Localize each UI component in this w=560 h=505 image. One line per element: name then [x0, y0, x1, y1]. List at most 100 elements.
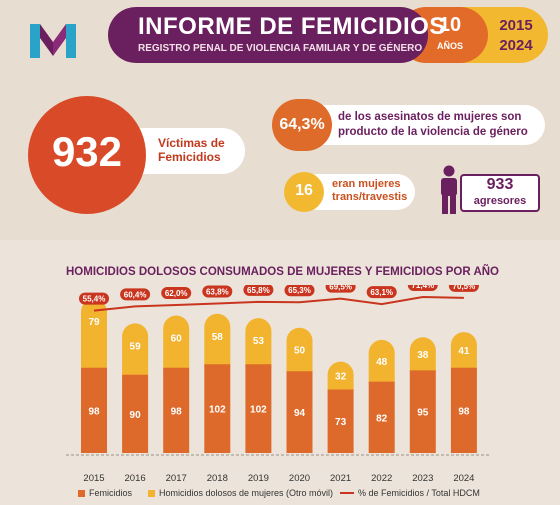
pct-label-2018: 63,8%	[206, 288, 229, 297]
value-label-homicidios-2019: 53	[253, 336, 265, 347]
bar-femicidios-2023	[409, 370, 436, 453]
pct-value: 64,3%	[279, 116, 325, 133]
value-label-homicidios-2022: 48	[376, 357, 388, 368]
pct-pill-2022	[366, 286, 397, 299]
pct-pill-2017	[161, 287, 192, 300]
victims-label: Víctimas de Femicidios	[158, 136, 225, 164]
pct-label-pill	[300, 105, 545, 145]
bar-femicidios-2022	[368, 381, 395, 453]
bar-homicidios-2018	[204, 313, 231, 379]
value-label-femicidios-2016: 90	[130, 410, 142, 421]
bar-homicidios-2016	[122, 323, 149, 389]
bar-femicidios-2017	[163, 367, 190, 453]
aggressors-number: 933	[486, 176, 514, 193]
x-tick-label-2019: 2019	[248, 473, 269, 484]
value-label-homicidios-2017: 60	[171, 334, 183, 345]
pct-label-2022: 63,1%	[370, 288, 393, 297]
victims-number: 932	[51, 128, 123, 175]
legend-item-femicidios: Femicidios	[78, 488, 132, 498]
bar-homicidios-2017	[163, 315, 190, 382]
trans-number: 16	[295, 182, 313, 199]
x-tick-label-2020: 2020	[289, 473, 310, 484]
x-tick-label-2017: 2017	[166, 473, 187, 484]
pct-label-2021: 69,5%	[329, 285, 352, 292]
value-label-homicidios-2016: 59	[130, 341, 142, 352]
page-subtitle: REGISTRO PENAL DE VIOLENCIA FAMILIAR Y D…	[138, 43, 423, 54]
value-label-femicidios-2021: 73	[335, 417, 347, 428]
bar-homicidios-2019	[245, 318, 272, 379]
bar-femicidios-2024	[450, 367, 477, 453]
value-label-femicidios-2018: 102	[209, 405, 226, 416]
pct-pill-2015	[79, 292, 109, 305]
x-tick-label-2023: 2023	[412, 473, 433, 484]
pct-label-2017: 62,0%	[165, 289, 188, 298]
series-line-percentage	[93, 296, 464, 312]
pct-label-2020: 65,3%	[288, 286, 311, 295]
value-label-femicidios-2015: 98	[88, 406, 100, 417]
x-tick-label-2016: 2016	[125, 473, 146, 484]
femicide-chart: 98 79 2015 90 59 2016 98 60 2017 102 58 2018 102 53 20…	[66, 285, 490, 484]
legend-item-percentage: % de Femicidios / Total HDCM	[340, 488, 480, 498]
year-end: 2024	[499, 37, 533, 54]
bar-femicidios-2019	[245, 364, 272, 453]
pct-pill-2019	[243, 285, 274, 296]
legend-swatch-percentage	[340, 492, 354, 494]
pct-pill-2016	[120, 288, 151, 301]
pct-label-2015: 55,4%	[83, 295, 106, 304]
legend-label-femicidios: Femicidios	[89, 488, 133, 498]
x-tick-label-2022: 2022	[371, 473, 392, 484]
pct-pill-2021	[325, 285, 356, 293]
legend-swatch-homicidios	[148, 490, 155, 497]
institution-logo-icon	[30, 24, 76, 58]
bar-homicidios-2015	[81, 299, 107, 382]
pct-label-2016: 60,4%	[124, 290, 147, 299]
bar-femicidios-2016	[122, 374, 149, 453]
trans-label: eran mujeres trans/travestis	[332, 178, 408, 203]
victims-circle	[28, 96, 146, 214]
value-label-homicidios-2021: 32	[335, 372, 347, 383]
x-tick-label-2021: 2021	[330, 473, 351, 484]
bar-femicidios-2020	[286, 371, 313, 453]
years-count: 10	[438, 14, 462, 36]
pct-pill-2024	[448, 285, 479, 292]
years-label: AÑOS	[436, 41, 463, 51]
value-label-homicidios-2023: 38	[417, 350, 429, 361]
pct-label-2024: 70,5%	[453, 285, 476, 291]
page-title: INFORME DE FEMICIDIOS	[138, 13, 446, 40]
value-label-homicidios-2020: 50	[294, 345, 306, 356]
bar-femicidios-2015	[81, 367, 107, 453]
pct-label-2023: 71,4%	[411, 285, 434, 290]
value-label-homicidios-2018: 58	[212, 332, 224, 343]
person-icon	[441, 165, 457, 214]
header-banner: INFORME DE FEMICIDIOS REGISTRO PENAL DE …	[108, 7, 548, 63]
bar-femicidios-2021	[327, 389, 354, 453]
value-label-femicidios-2017: 98	[171, 406, 183, 417]
aggressors-box	[460, 174, 540, 212]
bar-femicidios-2018	[204, 364, 231, 453]
x-tick-label-2015: 2015	[83, 473, 104, 484]
aggressors-label: agresores	[473, 195, 527, 207]
trans-circle	[284, 172, 324, 212]
chart-title: HOMICIDIOS DOLOSOS CONSUMADOS DE MUJERES…	[66, 266, 500, 278]
bar-homicidios-2020	[286, 327, 313, 386]
pct-pill-2018	[202, 285, 233, 298]
legend-label-percentage: % de Femicidios / Total HDCM	[358, 488, 480, 498]
x-tick-label-2018: 2018	[207, 473, 228, 484]
value-label-homicidios-2024: 41	[458, 346, 470, 357]
pct-label: de los asesinatos de mujeres son product…	[338, 111, 528, 138]
pct-pill-2023	[407, 285, 438, 292]
value-label-femicidios-2019: 102	[250, 405, 267, 416]
legend-label-homicidios: Homicidios dolosos de mujeres (Otro móvi…	[159, 488, 334, 498]
legend-swatch-femicidios	[78, 490, 85, 497]
pct-label-2019: 65,8%	[247, 286, 270, 295]
value-label-femicidios-2023: 95	[417, 408, 429, 419]
year-start: 2015	[499, 17, 533, 34]
legend-item-homicidios: Homicidios dolosos de mujeres (Otro móvi…	[148, 488, 333, 498]
value-label-femicidios-2020: 94	[294, 408, 306, 419]
value-label-femicidios-2022: 82	[376, 413, 388, 424]
pct-circle	[272, 99, 332, 151]
value-label-homicidios-2015: 79	[88, 317, 100, 328]
pct-pill-2020	[284, 285, 315, 297]
banner-title-segment	[108, 7, 428, 63]
x-tick-label-2024: 2024	[453, 473, 474, 484]
